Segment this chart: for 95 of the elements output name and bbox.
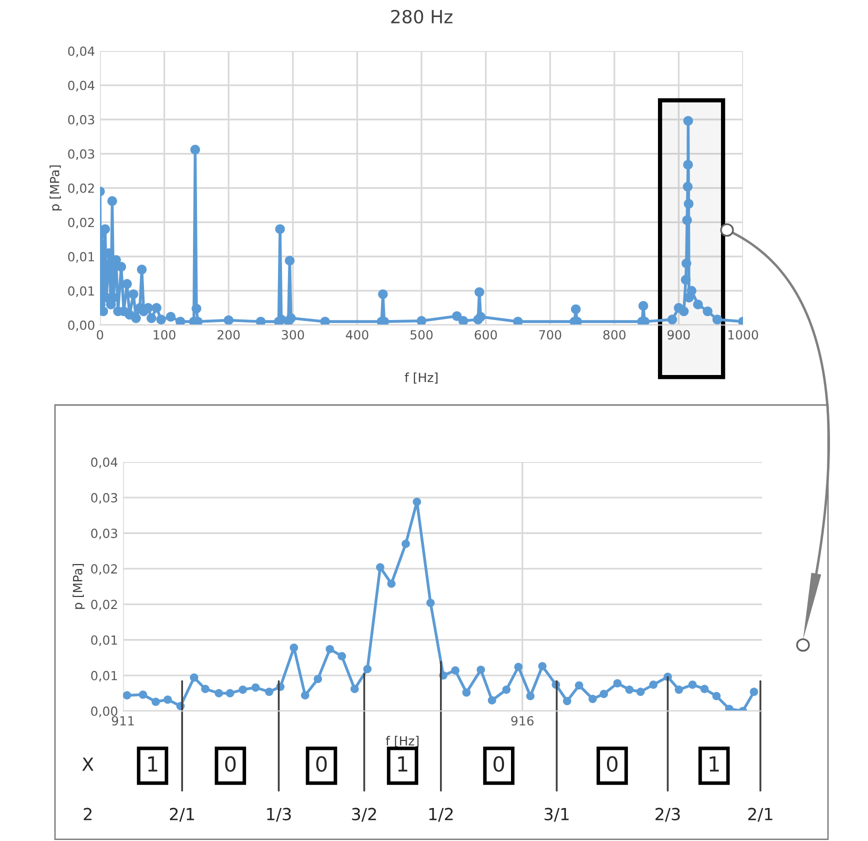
text: 2/1 [170,808,194,822]
text: 1 [710,756,719,772]
y-tick-label: 0,03 [68,149,94,160]
point [251,683,260,692]
y-tick-label: 0,02 [68,218,94,228]
point [226,689,234,698]
text: 2 [84,808,92,820]
x-axis-title: f [Hz] [386,736,419,748]
point [538,662,547,670]
y-tick-label: 0,02 [91,564,117,575]
point [514,662,523,672]
point [613,679,622,688]
point [649,680,658,689]
y-tick-label: 0,01 [68,252,94,263]
point [350,684,359,694]
text: 0 [225,756,236,772]
point [562,696,572,706]
point [123,691,132,700]
point [502,685,511,694]
y-tick-label: 0,01 [91,635,117,646]
x-tick-label: 1000 [728,330,758,340]
point [625,685,634,694]
text: X [82,758,94,771]
x-tick-label: 200 [218,330,240,340]
point [314,674,322,684]
x-axis-title: f [Hz] [404,372,438,384]
y-tick-label: 0,04 [68,46,94,58]
point [300,691,310,700]
x-tick-label: 300 [282,330,304,340]
text: 1 [398,756,408,772]
y-tick-label: 0,03 [91,493,118,504]
point [290,644,298,652]
point [326,644,334,654]
point [750,688,758,696]
y-tick-label: 0,04 [91,457,118,468]
point [674,685,684,694]
y-tick-label: 0,03 [68,114,94,126]
text: 1/3 [267,808,291,822]
x-tick-label: 900 [668,330,690,340]
point [688,680,697,689]
y-tick-label: 0,02 [91,600,117,610]
x-tick-label: 800 [603,330,626,340]
point [462,688,471,697]
y-axis-title: p [MPa] [50,166,62,210]
y-tick-label: 0,03 [91,528,118,540]
point [238,685,247,694]
x-tick-label: 911 [112,716,134,726]
x-tick-label: 100 [154,330,176,340]
x-tick-label: 700 [539,330,562,340]
point [338,652,346,660]
y-tick-label: 0,02 [68,183,94,194]
point [588,694,597,704]
text: 3/2 [352,808,376,822]
point [526,692,535,700]
text: 1/2 [429,808,453,822]
point [574,681,584,690]
point [476,666,486,674]
x-tick-label: 0 [96,330,104,340]
text: 0 [494,756,504,772]
y-tick-label: 0,00 [68,320,94,332]
text: 2/3 [656,808,680,822]
x-tick-label: 400 [346,330,368,340]
y-tick-label: 0,01 [68,286,94,297]
point [402,540,410,548]
point [387,579,396,588]
point [265,688,274,696]
point [412,498,422,506]
point [600,690,608,698]
chart-title: 280 Hz [391,10,452,24]
point [201,684,210,694]
point [214,689,224,698]
text: 3/1 [544,808,569,822]
point [636,688,645,696]
x-tick-label: 600 [474,330,497,340]
text: 0 [606,756,618,772]
point [426,598,435,608]
point [488,696,496,704]
y-tick-label: 0,04 [68,80,94,92]
x-tick-label: 500 [410,330,433,340]
point [700,684,709,694]
y-tick-label: 0,00 [91,706,118,718]
y-axis-title: p [MPa] [72,564,85,609]
x-tick-label: 916 [511,716,534,726]
point [152,698,160,706]
y-tick-label: 0,01 [91,670,117,682]
point [190,673,198,682]
text: 0 [316,756,327,772]
text: 1 [148,756,158,772]
point [138,690,148,699]
point [164,695,172,704]
point [451,666,460,675]
text: 2/1 [748,808,772,822]
point [712,692,721,700]
point [363,664,372,674]
point [376,563,384,572]
